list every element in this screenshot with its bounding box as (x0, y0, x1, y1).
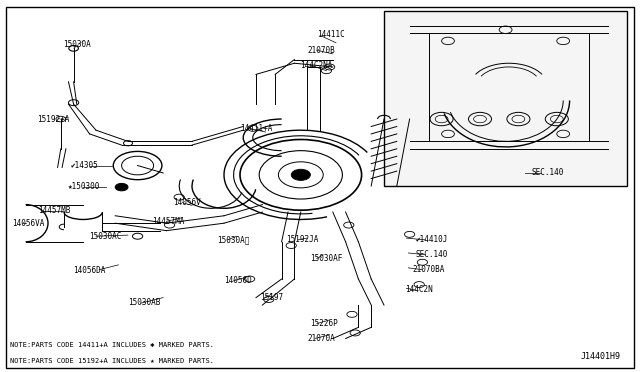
Text: 15030AC: 15030AC (90, 232, 122, 241)
Text: 21070A: 21070A (308, 334, 335, 343)
Text: NOTE:PARTS CODE 15192+A INCLUDES ★ MARKED PARTS.: NOTE:PARTS CODE 15192+A INCLUDES ★ MARKE… (10, 358, 214, 364)
Circle shape (115, 183, 128, 191)
Bar (384, 11, 627, 186)
Text: 15226P: 15226P (310, 319, 337, 328)
Text: ✔14410J: ✔14410J (415, 235, 448, 244)
Text: ★150300: ★150300 (68, 182, 100, 191)
Text: 15197: 15197 (260, 293, 283, 302)
Text: 21070BA: 21070BA (412, 265, 445, 274)
Text: SEC.140: SEC.140 (415, 250, 448, 259)
Text: 15030AB: 15030AB (128, 298, 161, 307)
Text: 15030Aᴅ: 15030Aᴅ (218, 235, 250, 244)
Text: 14056DA: 14056DA (74, 266, 106, 275)
Text: 21070B: 21070B (307, 46, 335, 55)
Text: 15030A: 15030A (63, 40, 90, 49)
Text: 144C2N: 144C2N (405, 285, 433, 294)
Text: 14411+A: 14411+A (240, 124, 273, 133)
Text: 14457MA: 14457MA (152, 217, 185, 226)
Text: ✔14305: ✔14305 (70, 161, 98, 170)
Text: 14411C: 14411C (317, 31, 344, 39)
Text: J14401H9: J14401H9 (581, 352, 621, 361)
Text: 15192JA: 15192JA (286, 235, 319, 244)
Text: SEC.140: SEC.140 (531, 168, 564, 177)
Circle shape (291, 169, 310, 180)
Text: 14056D: 14056D (224, 276, 252, 285)
Text: 15030AF: 15030AF (310, 254, 342, 263)
Text: NOTE:PARTS CODE 14411+A INCLUDES ✱ MARKED PARTS.: NOTE:PARTS CODE 14411+A INCLUDES ✱ MARKE… (10, 342, 214, 348)
Text: 15192+A: 15192+A (37, 115, 70, 124)
Text: 14056V: 14056V (173, 198, 200, 207)
Text: 14457MB: 14457MB (38, 206, 71, 215)
Text: 144C2NA: 144C2NA (300, 61, 333, 70)
Text: 14056VA: 14056VA (12, 219, 45, 228)
